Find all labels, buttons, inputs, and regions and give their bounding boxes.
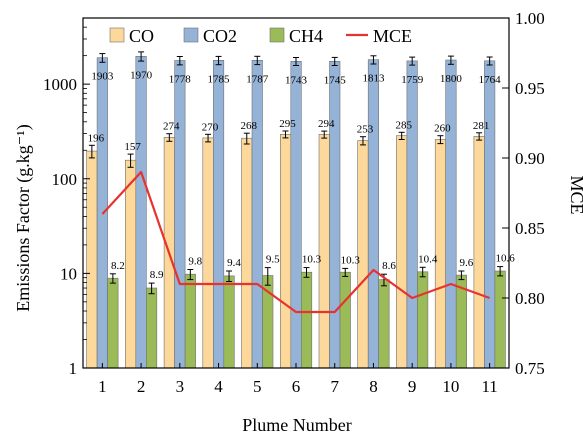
x-tick-label-8: 8 xyxy=(369,377,378,396)
x-tick-label-5: 5 xyxy=(253,377,262,396)
y2-tick-label-0.90: 0.90 xyxy=(515,149,545,168)
data-label-co2-1: 1903 xyxy=(91,71,114,83)
bar-ch4-11 xyxy=(494,270,506,369)
data-label-co-9: 285 xyxy=(395,119,412,131)
data-label-ch4-6: 10.3 xyxy=(302,254,322,266)
data-label-group: 196 157 274 270 268 295 294 253 285 260 281 1903 197… xyxy=(88,69,516,281)
bar-co2-10 xyxy=(445,59,457,369)
bar-co2-11 xyxy=(484,60,496,369)
bar-co2-8 xyxy=(367,59,380,369)
data-label-co-1: 196 xyxy=(88,132,105,144)
y-tick-label-1000: 1000 xyxy=(43,75,77,94)
data-label-ch4-10: 9.6 xyxy=(460,257,474,269)
bar-co-2 xyxy=(125,159,137,369)
x-axis-title: Plume Number xyxy=(242,415,352,435)
bar-co2-5 xyxy=(251,59,263,369)
data-label-co-3: 274 xyxy=(163,121,180,133)
bar-co2-4 xyxy=(213,59,225,369)
legend-swatch-co2 xyxy=(183,27,199,43)
data-label-co2-4: 1785 xyxy=(208,73,231,85)
data-label-ch4-8: 8.6 xyxy=(382,260,396,272)
mce-line-group xyxy=(101,170,490,314)
data-label-co2-9: 1759 xyxy=(401,74,424,86)
data-label-ch4-5: 9.5 xyxy=(266,254,280,266)
data-label-ch4-1: 8.2 xyxy=(111,260,125,272)
data-label-ch4-9: 10.4 xyxy=(418,253,438,265)
bar-co-7 xyxy=(318,134,330,369)
data-label-ch4-3: 9.8 xyxy=(188,256,202,268)
y2-tick-label-0.95: 0.95 xyxy=(515,79,545,98)
data-label-co2-3: 1778 xyxy=(169,74,192,86)
legend-label-mce: MCE xyxy=(373,26,412,46)
data-label-co-11: 281 xyxy=(473,120,490,132)
x-tick-label-2: 2 xyxy=(137,377,146,396)
bar-ch4-4 xyxy=(223,275,235,369)
y2-axis-title: MCE xyxy=(567,175,583,214)
data-label-ch4-4: 9.4 xyxy=(227,257,241,269)
legend-swatch-co xyxy=(109,27,125,43)
data-label-co2-5: 1787 xyxy=(246,73,269,85)
x-tick-label-11: 11 xyxy=(481,377,497,396)
legend: CO CO2 CH4 MCE xyxy=(109,26,412,46)
bar-co2-2 xyxy=(135,55,147,369)
bar-co2-3 xyxy=(174,60,186,369)
bar-co2-7 xyxy=(329,60,341,369)
bar-ch4-3 xyxy=(184,273,196,369)
data-label-ch4-11: 10.6 xyxy=(495,253,515,265)
y-tick-label-10: 10 xyxy=(60,264,77,283)
bar-ch4-8 xyxy=(378,279,390,369)
data-label-co-5: 268 xyxy=(241,120,258,132)
bar-co2-9 xyxy=(406,60,418,369)
axes-group: 1 10 100 1000 0.75 0.80 0.85 0.90 0.95 1.00 1 2 3 4 5 6… xyxy=(43,9,545,396)
data-label-co-6: 295 xyxy=(279,118,296,130)
bar-co-5 xyxy=(241,137,253,369)
legend-swatch-ch4 xyxy=(269,27,285,43)
bar-ch4-9 xyxy=(417,271,429,369)
data-label-co2-7: 1745 xyxy=(324,74,347,86)
bar-co-1 xyxy=(86,150,98,369)
data-label-ch4-2: 8.9 xyxy=(150,269,164,281)
y-axis-title: Emissions Factor (g.kg⁻¹) xyxy=(13,124,34,311)
bar-ch4-2 xyxy=(146,287,158,369)
mce-series-line xyxy=(101,170,490,314)
data-label-co-7: 294 xyxy=(318,118,335,130)
y-tick-label-1: 1 xyxy=(69,359,78,378)
y-axis-title-text: Emissions Factor (g.kg⁻¹) xyxy=(13,124,34,311)
data-label-co2-2: 1970 xyxy=(130,69,153,81)
y2-tick-label-0.80: 0.80 xyxy=(515,289,545,308)
data-label-co2-6: 1743 xyxy=(285,74,308,86)
x-tick-label-10: 10 xyxy=(442,377,459,396)
legend-label-co: CO xyxy=(129,26,154,46)
y2-tick-label-0.75: 0.75 xyxy=(515,359,545,378)
data-label-co2-10: 1800 xyxy=(440,73,463,85)
x-tick-label-1: 1 xyxy=(98,377,107,396)
error-bar-group xyxy=(88,51,504,295)
x-tick-label-6: 6 xyxy=(292,377,301,396)
bar-ch4-1 xyxy=(107,277,119,369)
x-tick-label-3: 3 xyxy=(176,377,185,396)
data-label-co-2: 157 xyxy=(124,141,141,153)
data-label-ch4-7: 10.3 xyxy=(341,254,361,266)
bar-co-4 xyxy=(202,137,214,369)
data-label-co-4: 270 xyxy=(202,121,219,133)
bar-co-6 xyxy=(279,134,292,369)
y2-tick-label-1.00: 1.00 xyxy=(515,9,545,28)
y2-tick-label-0.85: 0.85 xyxy=(515,219,545,238)
bar-ch4-6 xyxy=(300,271,313,369)
x-tick-label-4: 4 xyxy=(214,377,223,396)
bar-co-11 xyxy=(473,136,485,369)
data-label-co-10: 260 xyxy=(434,123,451,135)
data-label-co2-8: 1813 xyxy=(363,73,386,85)
x-tick-label-7: 7 xyxy=(330,377,339,396)
bar-co-9 xyxy=(396,135,408,369)
data-label-co-8: 253 xyxy=(357,124,374,136)
legend-label-ch4: CH4 xyxy=(289,26,323,46)
bar-co2-6 xyxy=(290,60,302,369)
data-label-co2-11: 1764 xyxy=(479,74,502,86)
bar-ch4-7 xyxy=(339,271,351,369)
y-tick-label-100: 100 xyxy=(52,170,78,189)
x-tick-label-9: 9 xyxy=(408,377,417,396)
legend-label-co2: CO2 xyxy=(203,26,237,46)
